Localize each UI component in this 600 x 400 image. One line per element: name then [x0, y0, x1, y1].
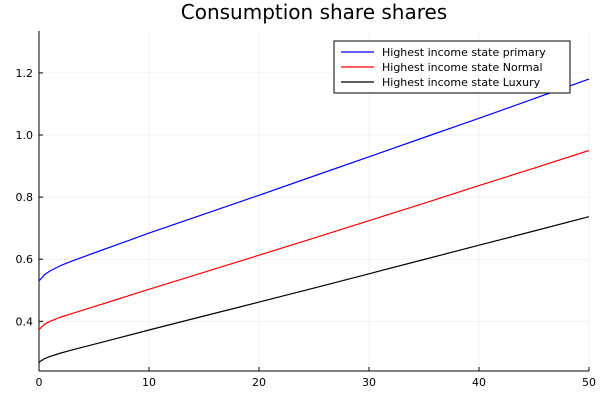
- y-tick-label: 1.2: [16, 67, 34, 80]
- axes: [38, 31, 589, 372]
- legend: Highest income state primary Highest inco…: [333, 40, 571, 94]
- grid: [38, 31, 590, 371]
- x-tick-label: 0: [36, 376, 43, 389]
- y-tick-label: 0.6: [16, 253, 34, 266]
- series-line-3: [38, 216, 590, 363]
- chart-title: Consumption share shares: [181, 0, 447, 24]
- legend-label: Highest income state Luxury: [382, 76, 541, 89]
- y-tick-label: 1.0: [16, 129, 34, 142]
- series-line-1: [38, 78, 590, 282]
- series-group: [38, 78, 590, 363]
- x-tick-label: 20: [252, 376, 266, 389]
- x-tick-label: 30: [362, 376, 376, 389]
- x-tick-label: 10: [142, 376, 156, 389]
- legend-label: Highest income state primary: [382, 46, 546, 59]
- x-tick-label: 40: [472, 376, 486, 389]
- y-tick-label: 0.8: [16, 191, 34, 204]
- ticks: 0 10 20 30 40 50 0.4 0.6 0.8 1.0 1.2: [16, 67, 597, 389]
- legend-label: Highest income state Normal: [382, 61, 543, 74]
- x-tick-label: 50: [582, 376, 596, 389]
- series-line-2: [38, 149, 590, 331]
- y-tick-label: 0.4: [16, 315, 34, 328]
